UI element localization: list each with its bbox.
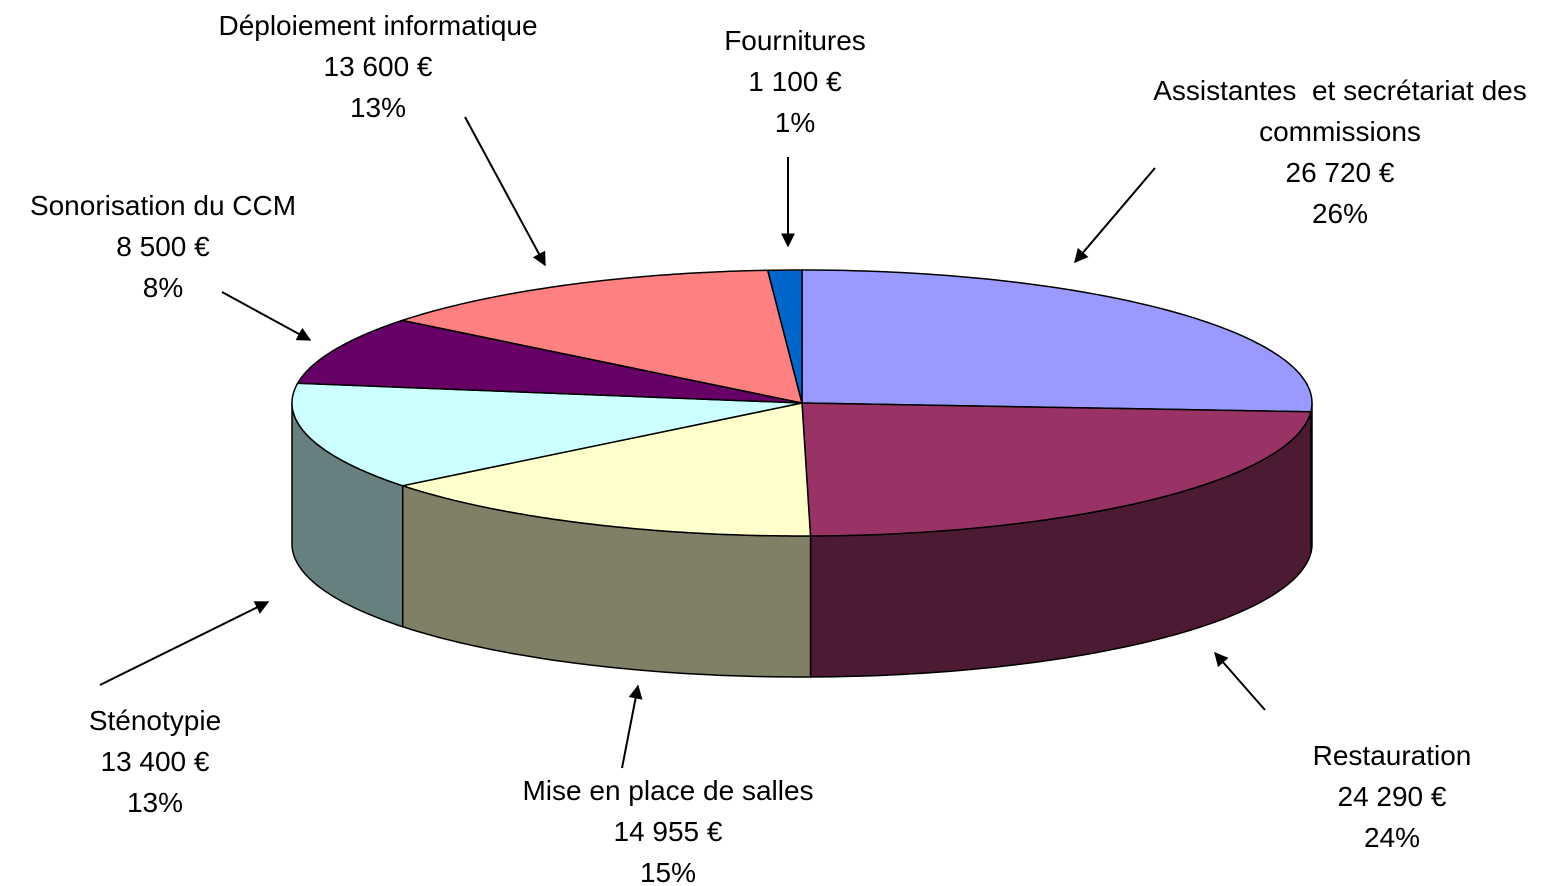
category-label: Déploiement informatique — [218, 10, 538, 41]
slices — [291, 269, 1313, 678]
percent-label: 26% — [1311, 198, 1369, 229]
slice-label: Déploiement informatique 13 600 € 13% — [218, 5, 537, 128]
leader-line — [1214, 651, 1266, 711]
slice-label: Sonorisation du CCM 8 500 € 8% — [30, 185, 296, 308]
percent-label: 13% — [349, 92, 407, 123]
value-label: 26 720 € — [1285, 157, 1395, 188]
slice — [399, 402, 812, 537]
leader-line — [1074, 167, 1156, 264]
slice — [766, 269, 803, 404]
leader-line — [99, 601, 270, 686]
value-label: 13 600 € — [323, 51, 433, 82]
slice — [801, 402, 1312, 537]
category-label: Sténotypie — [88, 705, 222, 736]
percent-label: 1% — [774, 107, 816, 138]
category-label: Sonorisation du CCM — [29, 190, 297, 221]
slice-label: Restauration 24 290 € 24% — [1313, 735, 1472, 858]
leader-lines — [99, 116, 1266, 769]
leader-line — [221, 291, 312, 341]
category-label: Mise en place de salles — [522, 775, 814, 806]
value-label: 13 400 € — [100, 746, 210, 777]
category-label: Restauration — [1312, 740, 1472, 771]
slice-label: Fournitures 1 100 € 1% — [724, 20, 866, 143]
percent-label: 13% — [126, 787, 184, 818]
value-label: 24 290 € — [1337, 781, 1447, 812]
percent-label: 24% — [1363, 822, 1421, 853]
slice-label: Sténotypie 13 400 € 13% — [89, 700, 221, 823]
slice-label: Assistantes et secrétariat des commissio… — [1153, 70, 1527, 234]
leader-line — [464, 116, 546, 267]
slice — [399, 269, 804, 404]
leader-line — [621, 684, 643, 769]
category-label: Fournitures — [724, 25, 866, 56]
percent-label: 15% — [639, 857, 697, 886]
category-label: Assistantes et secrétariat des commissio… — [1153, 75, 1527, 147]
percent-label: 8% — [142, 272, 184, 303]
value-label: 1 100 € — [748, 66, 842, 97]
slice — [291, 382, 803, 487]
slice — [296, 319, 803, 404]
slice — [801, 269, 1313, 413]
slice-label: Mise en place de salles 14 955 € 15% — [522, 770, 813, 886]
value-label: 8 500 € — [116, 231, 210, 262]
value-label: 14 955 € — [613, 816, 723, 847]
